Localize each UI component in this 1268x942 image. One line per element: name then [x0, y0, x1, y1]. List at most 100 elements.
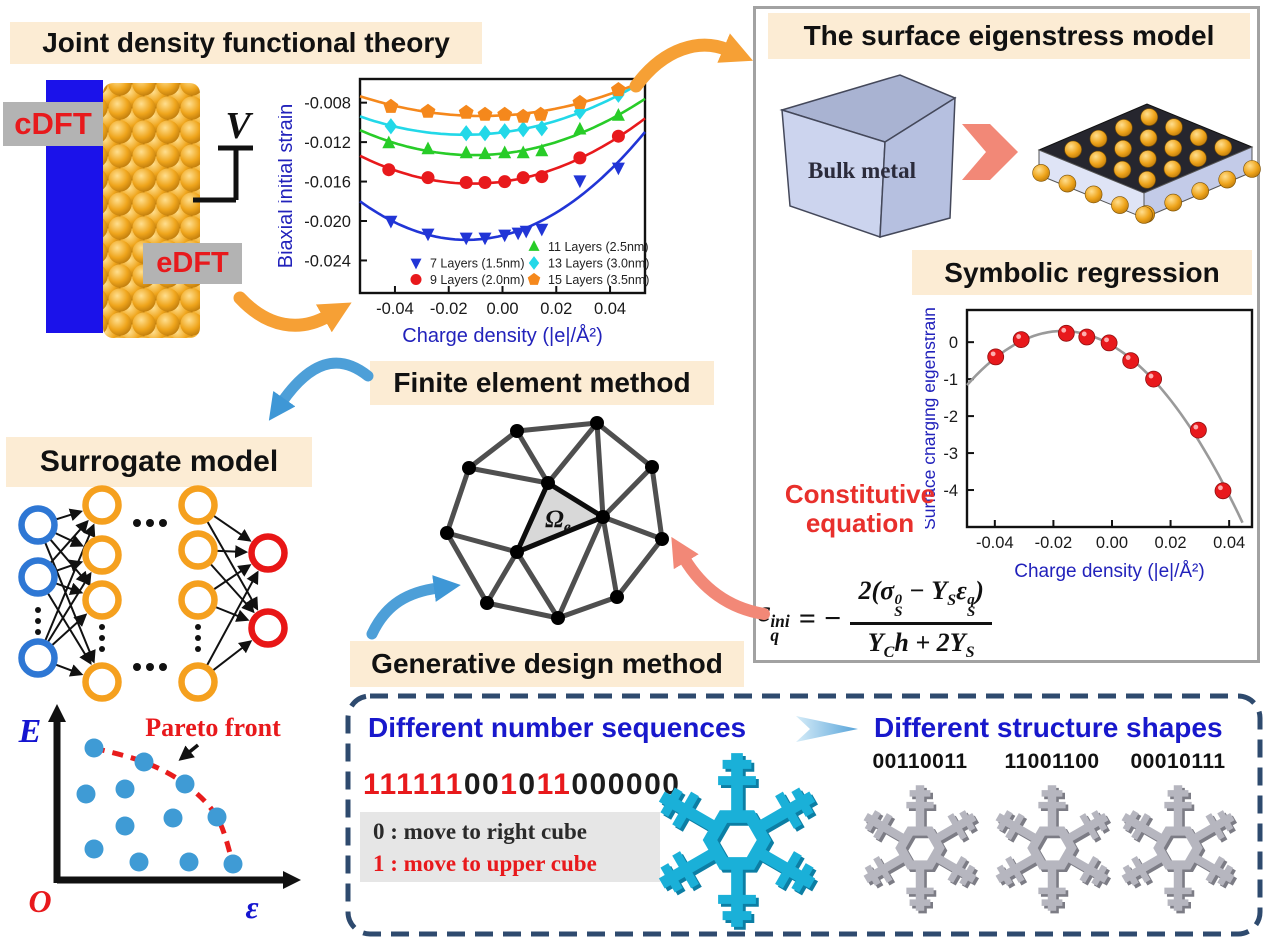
y-tick-label: -4 [943, 482, 958, 500]
mesh-edge [466, 465, 551, 486]
pareto-axes [48, 704, 301, 889]
nn-connection [217, 545, 249, 559]
ellipsis-dot [159, 663, 167, 671]
data-point [573, 121, 587, 135]
data-point [535, 120, 548, 137]
rule-zero: 0 : move to right cube [373, 819, 587, 844]
mesh-node [541, 476, 555, 490]
mesh-edge [594, 420, 606, 520]
data-point [1078, 328, 1096, 346]
mesh-node [551, 611, 565, 625]
input-node [18, 638, 58, 678]
legend-label: 9 Layers (2.0nm) [430, 273, 524, 287]
gold-atom [1243, 160, 1261, 178]
data-point [573, 151, 587, 165]
mesh-edge [484, 549, 520, 606]
ellipsis-dot [159, 519, 167, 527]
gold-atom [1165, 118, 1183, 136]
nn-connection [212, 640, 253, 671]
encoding-rules: 0 : move to right cube 1 : move to upper… [360, 812, 660, 882]
ellipsis-dot [195, 646, 201, 652]
sequence-digit: 1 [536, 768, 554, 801]
pareto-point [179, 852, 199, 872]
y-tick-label: -0.024 [304, 252, 351, 270]
sequence-digit: 0 [589, 768, 608, 801]
x-tick-label: 0.04 [1213, 534, 1245, 552]
gfx-circle [1100, 334, 1118, 352]
eigenstress-title: The surface eigenstress model [768, 13, 1250, 59]
data-point [458, 104, 474, 119]
pareto-front-curve [93, 745, 236, 865]
mesh-node [510, 424, 524, 438]
data-point [459, 232, 473, 246]
gfx-polygon [383, 98, 399, 113]
ellipsis-dot [35, 629, 41, 635]
biaxial-strain-chart: -0.04 -0.02 0.00 0.02 0.04 -0.008 -0.012 -0.016… [278, 77, 649, 347]
gold-atom [1135, 206, 1153, 224]
ellipsis-dot [133, 663, 141, 671]
binary-sequence: 111111001011000000 [363, 768, 680, 802]
gfx-circle [535, 170, 549, 184]
ellipsis-dot [35, 607, 41, 613]
gfx-circle [987, 348, 1005, 366]
x-tick-label: -0.02 [1035, 534, 1073, 552]
gold-atom [1113, 160, 1132, 179]
gfx-polygon [573, 121, 587, 135]
gfx-polygon [458, 104, 474, 119]
mesh-edge [444, 530, 490, 606]
gfx-polygon [535, 223, 549, 237]
x-axis-title: Charge density (|e|/Å²) [1014, 561, 1204, 582]
gfx-polygon [459, 145, 473, 159]
gfx-polygon [528, 256, 540, 270]
data-point [498, 175, 512, 189]
legend-label: 13 Layers (3.0nm) [548, 257, 649, 271]
gold-atom [1089, 129, 1108, 148]
gfx-polygon [420, 103, 436, 118]
gfx-circle [1214, 482, 1232, 500]
sequences-title: Different number sequences [368, 712, 747, 743]
data-point [497, 106, 513, 121]
sequence-digit: 1 [500, 768, 519, 801]
gfx-polygon [384, 215, 398, 229]
sequence-digit: 0 [625, 768, 645, 801]
gfx-polygon [459, 232, 473, 246]
ellipsis-dot [195, 624, 201, 630]
hidden-node [82, 580, 122, 620]
gfx-circle [573, 151, 587, 165]
x-tick-label: 0.00 [486, 300, 518, 318]
sequence-digit: 1 [396, 768, 413, 801]
hidden-node [178, 662, 218, 702]
formula-relation: = − [798, 602, 842, 636]
data-point [477, 106, 493, 121]
gold-atom [1114, 140, 1132, 158]
eigenstress-illustration: Bulk metal [779, 74, 1261, 239]
gfx-polygon [573, 175, 587, 189]
pareto-point [223, 854, 243, 874]
mesh-edge [466, 428, 520, 471]
legend-label: 15 Layers (3.5nm) [548, 273, 649, 287]
shape-label-2: 11001100 [1004, 750, 1100, 773]
data-point [515, 108, 531, 123]
data-point [611, 162, 625, 176]
gold-atom [1032, 164, 1050, 182]
pareto-front-label: Pareto front [145, 713, 281, 742]
mesh-edge [555, 594, 620, 621]
y-tick-label: -0.012 [304, 134, 351, 152]
gfx-polygon [516, 145, 530, 159]
gold-atom [1111, 196, 1129, 214]
legend-marker [410, 274, 422, 285]
gfx-circle [1104, 337, 1109, 343]
fem-mesh: Ωe [440, 416, 669, 625]
mesh-node [462, 461, 476, 475]
gfx-polygon [527, 272, 541, 285]
gfx-circle [1061, 327, 1067, 333]
pareto-data [76, 738, 243, 874]
pareto-point [84, 738, 104, 758]
gfx-circle [410, 274, 422, 285]
data-point [516, 145, 530, 159]
gfx-polygon [515, 108, 531, 123]
surface-atoms [1032, 108, 1261, 224]
voltage-probe-wire [193, 145, 253, 203]
sequence-digit: 0 [482, 768, 501, 801]
